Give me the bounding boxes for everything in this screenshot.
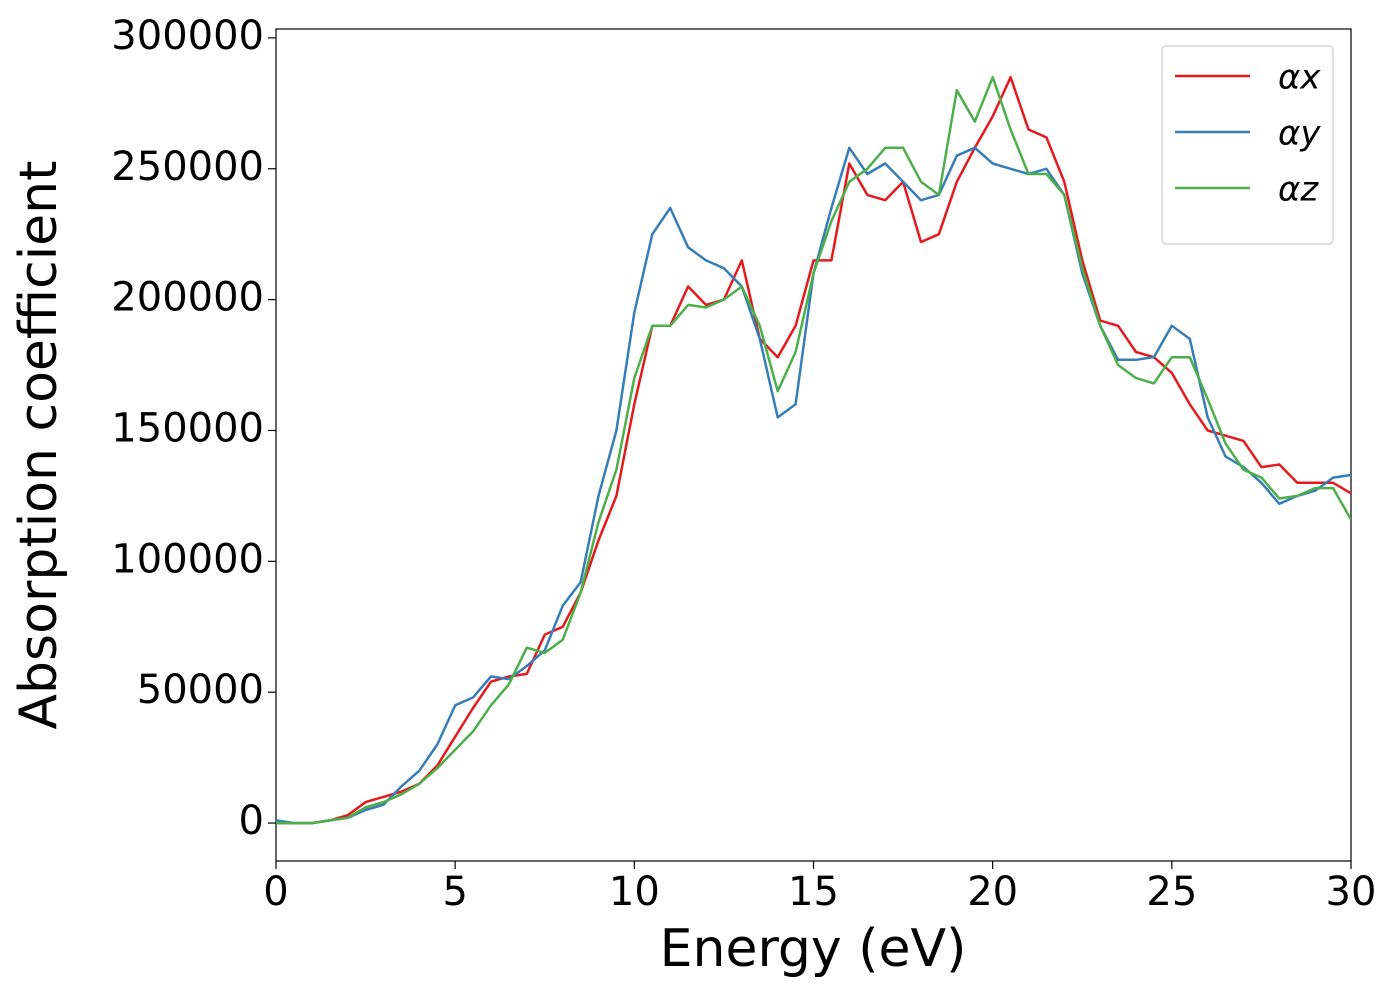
y-tick-label: 250000: [111, 144, 264, 190]
y-tick-label: 100000: [111, 536, 264, 582]
x-tick-label: 30: [1326, 869, 1377, 915]
data-line: [276, 146, 1351, 825]
x-tick-label: 5: [442, 869, 467, 915]
x-tick-label: 15: [788, 869, 839, 915]
legend-box: [1161, 45, 1334, 245]
y-tick-label: 300000: [111, 13, 264, 59]
legend-label: αz: [1278, 170, 1319, 210]
y-tick-label: 0: [239, 798, 264, 844]
data-line: [276, 75, 1351, 825]
x-tick-label: 20: [967, 869, 1018, 915]
y-tick-label: 200000: [111, 275, 264, 321]
y-tick-label: 150000: [111, 405, 264, 451]
x-axis-label: Energy (eV): [660, 919, 967, 979]
y-tick-label: 50000: [137, 667, 264, 713]
x-tick-label: 25: [1146, 869, 1197, 915]
y-axis-label: Absorption coefficient: [9, 160, 69, 729]
x-tick-label: 0: [263, 869, 288, 915]
legend-label: αy: [1278, 114, 1321, 154]
x-tick-label: 10: [609, 869, 660, 915]
data-line: [276, 75, 1351, 825]
legend-label: αx: [1278, 58, 1321, 98]
plot-lines: [276, 75, 1351, 825]
